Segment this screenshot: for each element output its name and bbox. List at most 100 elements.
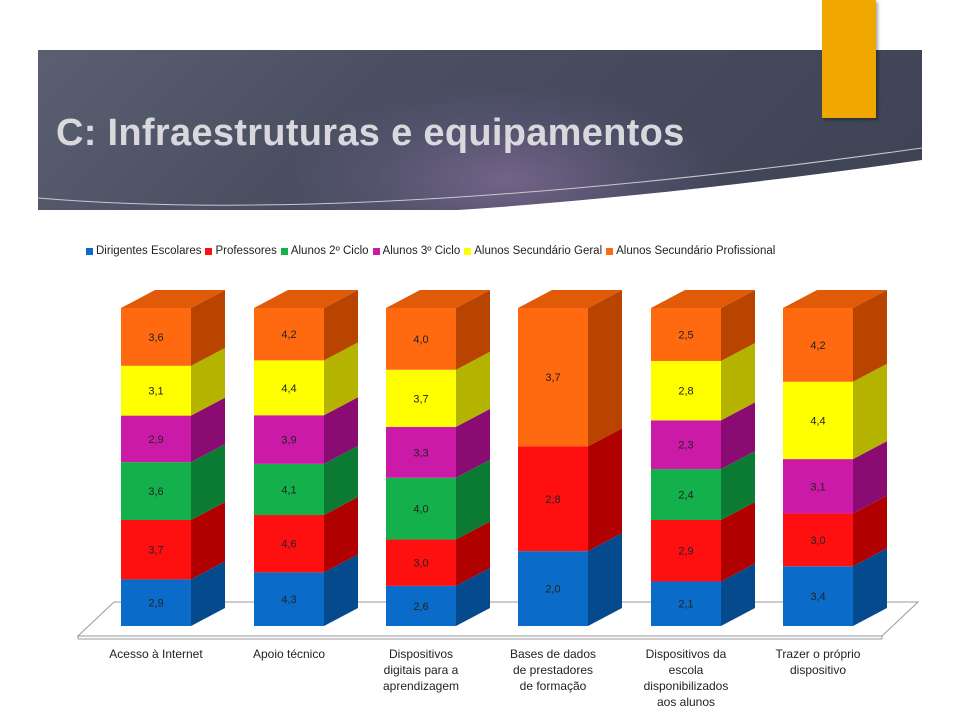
data-label: 2,9 (148, 598, 163, 610)
bar-segment-side (191, 561, 225, 626)
bar-segment-front (783, 459, 853, 514)
legend-label: Professores (215, 245, 277, 257)
bar-segment (651, 402, 755, 470)
bar-segment-front (783, 381, 853, 460)
bar-segment (386, 408, 490, 478)
bar-segment (651, 563, 755, 626)
bar-stack: 2,0 2,8 3,7 (518, 290, 622, 626)
legend-label: Alunos 2º Ciclo (290, 245, 369, 257)
bar-segment-side (853, 495, 887, 567)
x-tick-label-line: disponibilizados (643, 679, 729, 693)
data-label: 4,1 (281, 484, 296, 496)
data-label: 4,6 (281, 539, 296, 551)
x-tick-label-line: Dispositivos (388, 647, 454, 661)
bar-segment-side (588, 533, 622, 626)
bar-segment-front (651, 520, 721, 582)
bar-segment (254, 342, 358, 416)
header-band (38, 50, 922, 210)
data-label: 2,0 (545, 584, 560, 596)
x-tick-label-line: digitais para a (383, 663, 459, 677)
data-label: 2,3 (678, 440, 693, 452)
bar-top-face (651, 290, 755, 308)
bar-segment-front (518, 308, 588, 447)
x-tick-label-line: Acesso à Internet (109, 647, 203, 661)
bar-segment-front (651, 420, 721, 470)
bar-stack: 2,1 2,9 2,4 2,3 2,8 2,5 (651, 290, 755, 626)
bar-stack: 2,6 3,0 4,0 3,3 3,7 4,0 (386, 290, 490, 626)
legend-swatch (606, 247, 614, 255)
bar-segment (651, 290, 755, 361)
data-label: 3,0 (810, 535, 825, 547)
bar-segment-front (783, 513, 853, 567)
bar-segment-front (254, 360, 324, 416)
bar-segment (386, 567, 490, 626)
bar-segment-side (191, 290, 225, 366)
data-label: 2,8 (545, 494, 560, 506)
legend-label: Dirigentes Escolares (96, 245, 202, 257)
x-tick-label-line: Apoio técnico (252, 647, 326, 661)
x-tick-label-line: escola (668, 663, 704, 677)
legend-item: Alunos 2º Ciclo (280, 245, 369, 257)
data-label: 4,2 (281, 329, 296, 341)
legend-item: Alunos Secundário Geral (464, 245, 602, 257)
bar-segment-front (518, 446, 588, 552)
bar-segment (783, 441, 887, 514)
data-label: 2,9 (148, 434, 163, 446)
x-tick-label: Trazer o próprio dispositivo (755, 646, 881, 678)
bar-segment (254, 497, 358, 573)
bar-segment-front (518, 551, 588, 626)
legend-item: Alunos Secundário Profissional (606, 245, 775, 257)
x-tick-label-line: Trazer o próprio (775, 647, 861, 661)
x-tick-label: Dispositivos digitais para a aprendizagem (358, 646, 484, 694)
bar-segment-front (386, 426, 456, 478)
legend-swatch (464, 247, 472, 255)
bar-segment-side (721, 502, 755, 582)
bar-segment-side (456, 351, 490, 427)
bar-segment-side (853, 290, 887, 382)
bar-segment-side (324, 397, 358, 464)
bar-segment-side (588, 290, 622, 447)
bar-segment-side (191, 347, 225, 416)
legend-item: Professores (205, 245, 277, 257)
x-tick-label-line: dispositivo (789, 663, 847, 677)
data-label: 2,8 (678, 386, 693, 398)
bar-segment (121, 347, 225, 416)
bar-segment-side (721, 563, 755, 626)
bar-stack: 2,9 3,7 3,6 2,9 3,1 3,6 (121, 290, 225, 626)
bar-segment-front (121, 579, 191, 626)
bar-segment-front (651, 581, 721, 626)
bar-segment (254, 554, 358, 626)
bar-segment (121, 444, 225, 520)
bar-segment-front (386, 539, 456, 586)
x-tick-label-line: aos alunos (656, 695, 716, 709)
bar-segment (386, 290, 490, 370)
legend-label: Alunos Secundário Geral (474, 245, 603, 257)
bar-segment-front (386, 585, 456, 626)
bar-segment-side (456, 459, 490, 540)
data-label: 3,4 (810, 591, 825, 603)
bar-segment-front (121, 415, 191, 463)
bar-segment-side (191, 444, 225, 520)
bar-segment (783, 290, 887, 382)
data-label: 4,0 (413, 504, 428, 516)
legend-swatch (372, 247, 380, 255)
bar-segment (254, 290, 358, 361)
bar-segment-side (324, 497, 358, 573)
legend-label: Alunos Secundário Profissional (616, 245, 776, 257)
bar-top-face (121, 290, 225, 308)
bar-segment-side (456, 521, 490, 586)
x-tick-label-line: de prestadores (512, 663, 594, 677)
bar-segment-side (191, 397, 225, 463)
data-label: 3,6 (148, 486, 163, 498)
bar-segment-side (456, 408, 490, 478)
bar-segment-side (721, 402, 755, 470)
bar-stack: 3,4 3,0 3,1 4,4 4,2 (783, 290, 887, 626)
bar-segment-front (651, 469, 721, 520)
data-label: 2,4 (678, 490, 693, 502)
x-tick-label: Dispositivos da escola disponibilizados aos… (623, 646, 749, 710)
x-tick-label-line: de formação (519, 679, 587, 693)
data-label: 3,7 (545, 372, 560, 384)
bar-stack: 4,3 4,6 4,1 3,9 4,4 4,2 (254, 290, 358, 626)
x-tick-label-line: aprendizagem (382, 679, 460, 693)
